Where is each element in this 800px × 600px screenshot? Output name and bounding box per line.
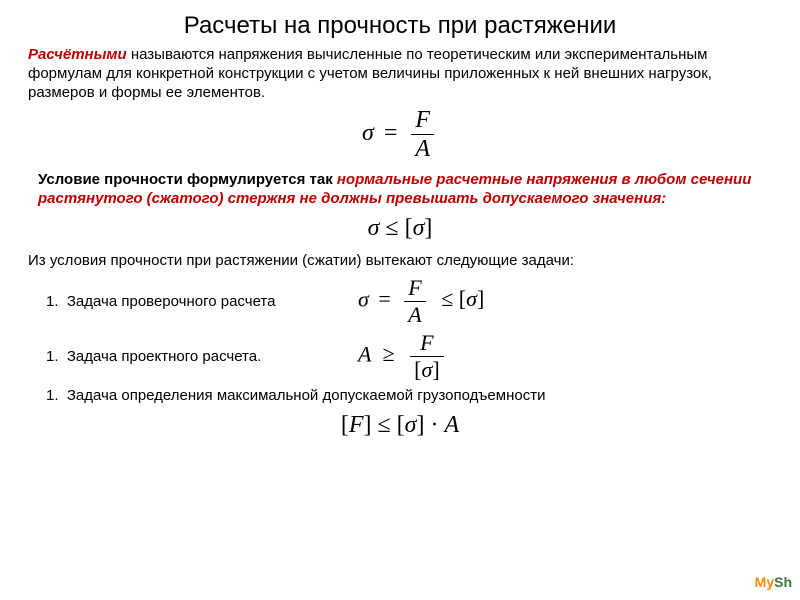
task-1-text: Задача проверочного расчета	[67, 293, 276, 310]
tf1-tail: ≤ [σ]	[441, 286, 484, 311]
page-title: Расчеты на прочность при растяжении	[28, 12, 772, 40]
wm-sh: Sh	[774, 574, 792, 590]
task-1-n: 1.	[46, 293, 59, 310]
task-1-label: 1. Задача проверочного расчета	[28, 293, 338, 310]
f1-num: F	[411, 108, 434, 135]
condition-paragraph: Условие прочности формулируется так норм…	[28, 171, 772, 209]
task-3-n: 1.	[46, 387, 59, 404]
task-1-formula: σ = F A ≤ [σ]	[338, 277, 772, 326]
f2-text: σ ≤ [σ]	[368, 215, 433, 241]
task-3-formula: [F] ≤ [σ] · A	[28, 412, 772, 439]
task-3-text: Задача определения максимальной допускае…	[67, 387, 546, 404]
tf2-num: F	[410, 332, 444, 357]
condition-pre: Условие прочности формулируется так	[38, 171, 337, 188]
tasks-intro: Из условия прочности при растяжении (сжа…	[28, 252, 772, 271]
tf1-lhs: σ	[358, 286, 369, 311]
formula-sigma-fa: σ = F A	[28, 108, 772, 161]
task-row-1: 1. Задача проверочного расчета σ = F A ≤…	[28, 277, 772, 326]
tf1-frac: F A	[404, 277, 425, 326]
watermark: MySh	[755, 574, 792, 590]
f1-den: A	[411, 135, 434, 161]
definition-lead: Расчётными	[28, 46, 127, 63]
task-2-text: Задача проектного расчета.	[67, 348, 261, 365]
tf2-lhs: A	[358, 341, 371, 366]
task-2-label: 1. Задача проектного расчета.	[28, 348, 298, 365]
tf1-num: F	[404, 277, 425, 302]
wm-my: My	[755, 574, 774, 590]
tf2-op: ≥	[383, 341, 395, 366]
f1-lhs: σ	[362, 120, 374, 146]
f1-fraction: F A	[411, 108, 434, 161]
definition-paragraph: Расчётными называются напряжения вычисле…	[28, 46, 772, 102]
f1-op: =	[384, 120, 398, 146]
task-2-n: 1.	[46, 348, 59, 365]
definition-rest: называются напряжения вычисленные по тео…	[28, 46, 712, 101]
tf2-frac: F [σ]	[410, 332, 444, 381]
tf1-den: A	[404, 302, 425, 326]
tf2-den: [σ]	[410, 357, 444, 381]
tf1-eq: =	[378, 286, 390, 311]
task-3-label: 1. Задача определения максимальной допус…	[28, 387, 772, 404]
task-row-3: 1. Задача определения максимальной допус…	[28, 387, 772, 439]
task-row-2: 1. Задача проектного расчета. A ≥ F [σ]	[28, 332, 772, 381]
formula-sigma-le: σ ≤ [σ]	[28, 215, 772, 242]
task-2-formula: A ≥ F [σ]	[298, 332, 772, 381]
